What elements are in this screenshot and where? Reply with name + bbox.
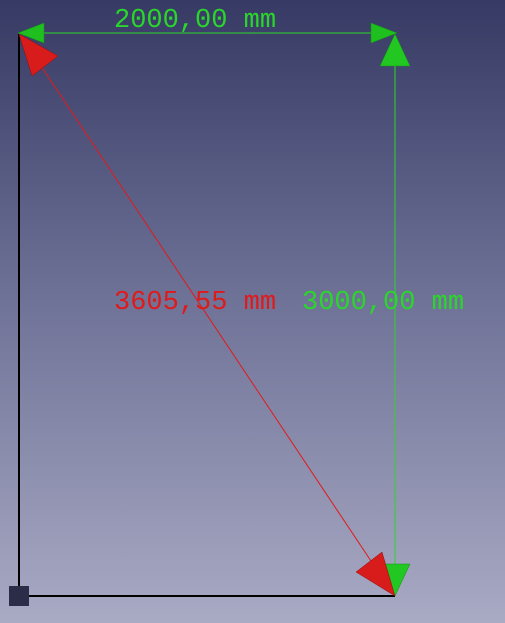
height-dimension-label[interactable]: 3000,00 mm bbox=[302, 288, 465, 318]
diagonal-dimension-label[interactable]: 3605,55 mm bbox=[114, 288, 277, 318]
diagonal-bottom-arrowhead-icon bbox=[355, 551, 396, 597]
width-left-arrowhead-icon bbox=[17, 22, 45, 44]
origin-square-icon[interactable] bbox=[9, 586, 29, 606]
diagonal-dimension-line[interactable] bbox=[20, 35, 394, 595]
diagonal-top-arrowhead-icon bbox=[18, 33, 59, 77]
width-dimension-label[interactable]: 2000,00 mm bbox=[114, 6, 277, 36]
width-right-arrowhead-icon bbox=[370, 22, 398, 44]
height-top-arrowhead-icon bbox=[379, 33, 411, 67]
